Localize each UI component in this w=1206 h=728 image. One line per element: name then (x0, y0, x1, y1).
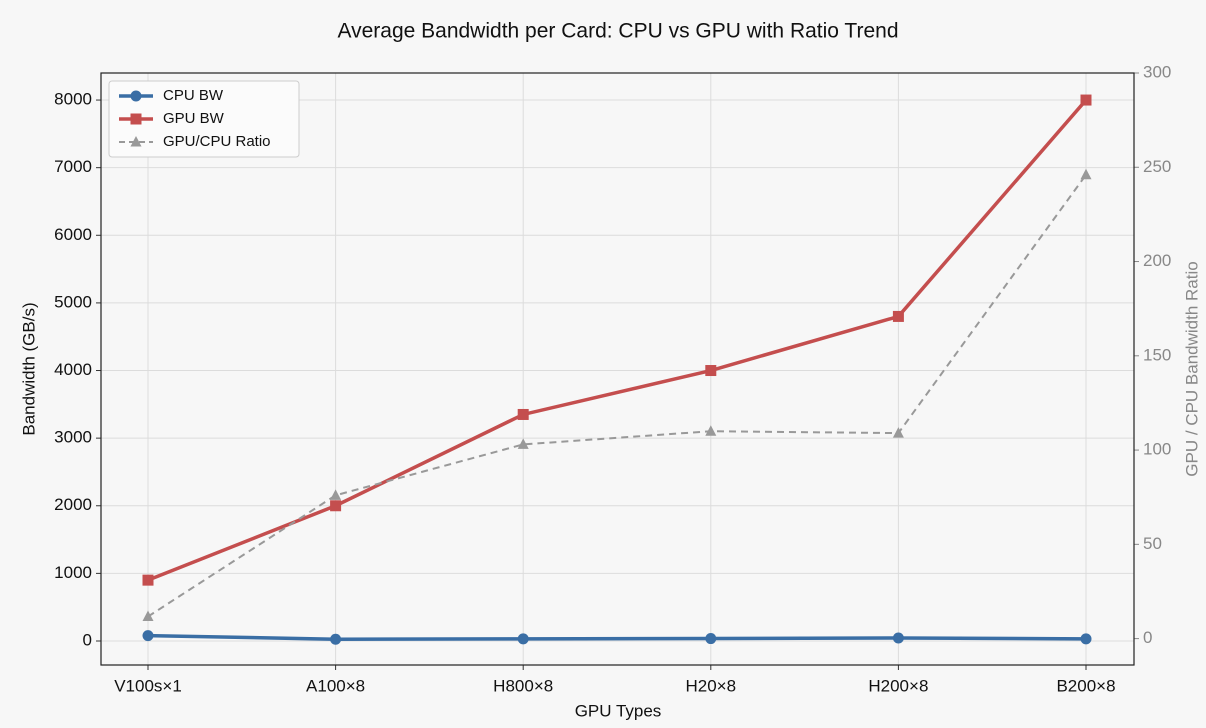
legend-label: GPU BW (163, 110, 225, 127)
x-tick-label: H20×8 (686, 676, 737, 695)
marker (330, 500, 342, 512)
marker (1080, 633, 1092, 645)
series-line (147, 98, 1088, 582)
y-tick-label: 5000 (54, 292, 92, 311)
marker (892, 632, 904, 644)
marker (330, 489, 342, 500)
y2-tick-label: 300 (1143, 62, 1171, 81)
marker (705, 633, 717, 645)
marker (705, 365, 717, 377)
series-line (147, 633, 1087, 641)
chart-title: Average Bandwidth per Card: CPU vs GPU w… (337, 20, 898, 43)
x-tick-label: B200×8 (1056, 676, 1115, 695)
y-tick-label: 3000 (54, 428, 92, 447)
marker (1080, 168, 1092, 180)
marker (142, 574, 154, 586)
legend-box (108, 80, 300, 158)
y-tick-label: 0 (83, 630, 92, 649)
x-tick-label: H800×8 (493, 676, 553, 695)
legend-marker (130, 113, 142, 125)
x-tick-label: A100×8 (306, 676, 365, 695)
marker (517, 633, 529, 645)
y-tick-label: 6000 (54, 225, 92, 244)
y-tick-label: 1000 (54, 563, 92, 582)
x-tick-label: V100s×1 (114, 676, 182, 695)
y2-axis-label: GPU / CPU Bandwidth Ratio (1182, 261, 1201, 476)
y2-tick-label: 50 (1143, 534, 1162, 553)
plot-frame (100, 72, 1135, 666)
marker (330, 633, 342, 645)
y2-tick-label: 100 (1143, 440, 1171, 459)
y2-tick-label: 150 (1143, 345, 1171, 364)
legend-label: GPU/CPU Ratio (163, 133, 271, 150)
legend-marker (130, 90, 142, 102)
y-axis-label: Bandwidth (GB/s) (19, 302, 38, 435)
marker (1080, 94, 1092, 106)
y-tick-label: 4000 (54, 360, 92, 379)
marker (892, 310, 904, 322)
y2-tick-label: 200 (1143, 251, 1171, 270)
legend-marker (130, 136, 142, 147)
legend-label: CPU BW (163, 87, 224, 104)
x-axis-label: GPU Types (575, 701, 662, 720)
y2-tick-label: 0 (1143, 628, 1152, 647)
series-line (147, 174, 1087, 618)
marker (517, 438, 529, 449)
marker (892, 427, 904, 438)
marker (705, 425, 717, 436)
y-tick-label: 7000 (54, 157, 92, 176)
marker (142, 610, 154, 622)
y-tick-label: 2000 (54, 495, 92, 514)
marker (142, 630, 154, 642)
y2-tick-label: 250 (1143, 157, 1171, 176)
x-tick-label: H200×8 (868, 676, 928, 695)
marker (517, 408, 529, 420)
y-tick-label: 8000 (54, 90, 92, 109)
